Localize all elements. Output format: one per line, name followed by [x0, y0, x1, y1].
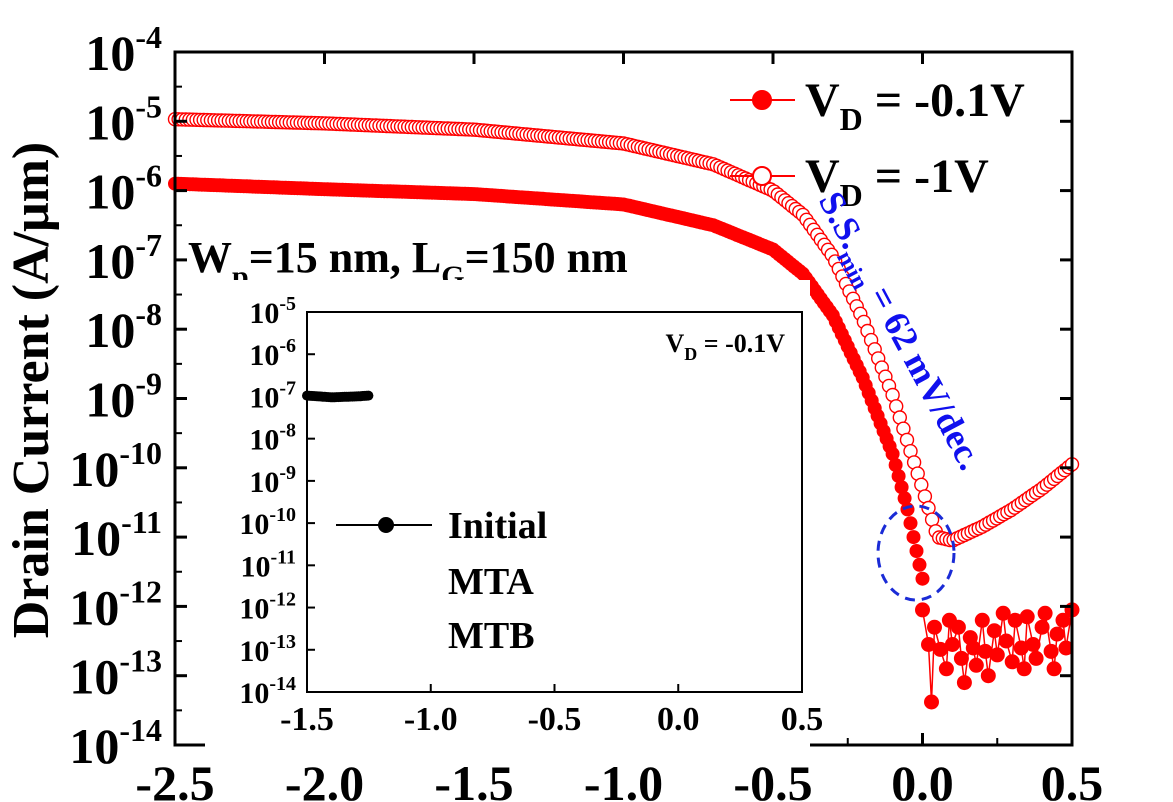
data-point-vd-0.1v [1025, 637, 1041, 652]
data-point-vd-0.1v [924, 694, 939, 710]
inset-x-tick-label: 0.0 [657, 701, 700, 738]
inset-background [205, 280, 810, 748]
data-point-vd-0.1v [986, 623, 1002, 639]
data-point-vd-0.1v [965, 640, 981, 656]
x-tick-label: -2.0 [285, 755, 364, 802]
series-vd-0.1v [168, 176, 1080, 710]
data-point-vd-0.1v [1049, 626, 1065, 642]
y-tick-label: 10-7 [85, 227, 162, 289]
legend-label-vd-0.1v: VD = -0.1V [805, 74, 1025, 137]
x-tick-label: 0.0 [891, 755, 954, 802]
inset-x-tick-label: -0.5 [528, 701, 582, 738]
data-point-vd-0.1v [885, 446, 900, 461]
x-tick-label: -2.5 [135, 755, 214, 802]
data-point-vd-0.1v [1004, 654, 1020, 670]
data-point-vd-0.1v [995, 605, 1011, 621]
data-point-vd-0.1v [900, 502, 915, 517]
y-tick-label: 10-11 [71, 504, 162, 566]
data-point-vd-0.1v [897, 491, 912, 506]
data-point-vd-0.1v [998, 633, 1014, 649]
legend-marker-vd-0.1v [752, 90, 772, 110]
data-point-vd-0.1v [950, 619, 966, 635]
legend: VD = -0.1V VD = -1V [730, 74, 1025, 213]
x-tick-label: 0.5 [1041, 755, 1104, 802]
inset-vd-label: VD = -0.1V [665, 329, 785, 364]
y-tick-label: 10-14 [69, 712, 162, 774]
inset-y-tick-label: 10-12 [239, 589, 296, 626]
data-point-vd-0.1v [989, 647, 1005, 663]
data-point-vd-0.1v [944, 637, 960, 652]
inset-legend-label: MTA [448, 561, 534, 603]
data-point-vd-0.1v [888, 458, 903, 472]
inset-y-tick-label: 10-8 [249, 420, 296, 457]
data-point-vd-0.1v [956, 675, 972, 691]
main-plot: 10-410-510-610-710-810-910-1010-1110-121… [3, 19, 1103, 802]
inset-y-tick-label: 10-6 [249, 335, 296, 372]
data-point-vd-0.1v [938, 661, 954, 677]
y-tick-label: 10-6 [85, 158, 162, 220]
x-tick-label: -1.0 [584, 755, 663, 802]
data-point-vd-0.1v [921, 637, 936, 652]
data-point-vd-0.1v [894, 480, 909, 495]
data-point-vd-0.1v [891, 469, 906, 484]
series-vd-1v [167, 111, 1080, 548]
data-point-vd-0.1v [1016, 661, 1032, 677]
data-point-vd-0.1v [1034, 619, 1050, 635]
data-point-vd-0.1v [903, 516, 918, 531]
data-point-vd-0.1v [927, 619, 942, 635]
data-point-vd-0.1v [912, 557, 927, 572]
inset-y-tick-label: 10-11 [240, 546, 296, 583]
inset-data-point [363, 390, 374, 401]
y-tick-label: 10-9 [85, 366, 162, 428]
device-annotation: Wp=15 nm, LG=150 nm [188, 233, 628, 293]
y-tick-label: 10-8 [85, 296, 162, 358]
data-point-vd-0.1v [1007, 612, 1023, 628]
inset-plot: 10-5 10-6 10-7 10-8 10-9 10-10 10-11 10-12 10-13… [205, 280, 823, 748]
inset-legend-marker-initial [378, 517, 394, 533]
data-point-vd-0.1v [915, 571, 930, 586]
ss-highlight-circle [876, 504, 956, 602]
legend-marker-vd-1v [752, 166, 772, 186]
data-point-vd-0.1v [953, 650, 969, 666]
inset-y-tick-label: 10-9 [249, 462, 296, 499]
inset-y-tick-label: 10-10 [239, 504, 296, 541]
y-axis-label: Drain Current (A/μm) [3, 142, 60, 638]
legend-label-vd-1v: VD = -1V [805, 150, 989, 213]
data-point-vd-0.1v [968, 657, 984, 673]
inset-legend: Initial MTA MTB [336, 505, 547, 657]
data-point-vd-0.1v [1043, 643, 1059, 659]
data-point-vd-0.1v [915, 602, 930, 618]
data-point-vd-0.1v [1046, 661, 1062, 677]
x-tick-label: -1.5 [434, 755, 513, 802]
inset-legend-label: Initial [448, 505, 547, 547]
data-point-vd-0.1v [1037, 605, 1053, 621]
data-point-vd-0.1v [932, 641, 948, 657]
data-point-vd-0.1v [1019, 609, 1035, 625]
y-tick-label: 10-10 [69, 435, 162, 497]
inset-y-tick-label: 10-5 [249, 293, 296, 330]
inset-y-tick-label: 10-13 [239, 631, 296, 668]
data-point-vd-0.1v [977, 643, 993, 659]
inset-y-tick-label: 10-7 [249, 377, 296, 414]
data-point-vd-0.1v [1055, 612, 1071, 628]
inset-x-tick-label: -1.5 [280, 701, 334, 738]
y-tick-label: 10-4 [85, 19, 162, 81]
y-tick-label: 10-5 [85, 88, 162, 150]
data-point-vd-0.1v [1058, 640, 1074, 656]
inset-x-tick-label: -1.0 [404, 701, 458, 738]
data-point-vd-0.1v [974, 612, 990, 628]
inset-x-tick-label: 0.5 [781, 701, 824, 738]
data-point-vd-0.1v [906, 530, 921, 545]
x-tick-label: -0.5 [733, 755, 812, 802]
data-point-vd-0.1v [1013, 640, 1029, 656]
inset-legend-label: MTB [448, 615, 535, 657]
inset-y-tick-label: 10-14 [239, 673, 296, 710]
data-point-vd-0.1v [1028, 650, 1044, 666]
y-tick-label: 10-13 [69, 643, 162, 705]
data-point-vd-0.1v [980, 668, 996, 684]
data-point-vd-0.1v [909, 544, 924, 558]
y-tick-label: 10-12 [69, 573, 162, 635]
